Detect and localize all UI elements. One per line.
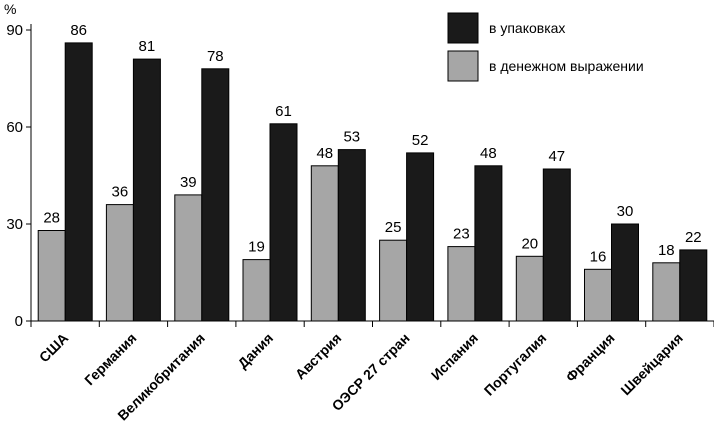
data-label: 19	[248, 239, 265, 256]
bar-packs	[132, 58, 161, 322]
bar-packs	[406, 152, 435, 322]
y-tick-label: 30	[6, 216, 23, 233]
bar-money	[515, 255, 544, 322]
legend-label: в денежном выражении	[489, 58, 644, 74]
data-label: 78	[207, 48, 224, 65]
data-label: 23	[453, 226, 470, 243]
bar-packs	[269, 123, 298, 322]
data-label: 36	[112, 184, 129, 201]
data-label: 53	[343, 129, 360, 146]
legend-label: в упаковках	[489, 20, 565, 36]
y-tick-label: 0	[15, 313, 23, 330]
bar-packs	[542, 168, 571, 322]
data-label: 22	[685, 229, 702, 246]
bar-money	[105, 204, 134, 322]
data-label: 39	[180, 174, 197, 191]
bar-money	[174, 194, 203, 322]
bar-money	[242, 259, 271, 322]
legend: в упаковках в денежном выражении	[447, 12, 644, 82]
bar-packs	[474, 165, 503, 322]
x-tick-label: Швейцария	[617, 330, 685, 398]
bar-money	[379, 239, 408, 322]
bar-packs	[64, 42, 93, 322]
data-label: 18	[658, 242, 675, 259]
bar-packs	[611, 223, 639, 322]
y-axis-unit-label: %	[4, 1, 16, 17]
bar-money	[447, 246, 476, 322]
data-label: 48	[480, 145, 497, 162]
bar-packs	[337, 149, 366, 322]
data-label: 86	[70, 22, 87, 39]
legend-swatch	[447, 50, 479, 82]
data-label: 81	[139, 38, 156, 55]
data-label: 61	[275, 103, 292, 120]
data-label: 30	[617, 203, 634, 220]
x-tick-label: Австрия	[292, 330, 345, 383]
y-tick-label: 60	[6, 119, 23, 136]
x-tick-label: Португалия	[481, 330, 550, 399]
x-tick-label: Германия	[81, 330, 139, 388]
legend-swatch	[447, 12, 479, 44]
data-label: 16	[590, 248, 607, 265]
bars-layer: 2886США3681Германия3978Великобритания196…	[36, 22, 708, 423]
x-tick-label: Франция	[562, 330, 617, 385]
x-tick-label: Испания	[428, 330, 481, 383]
bar-money	[310, 165, 339, 322]
bar-money	[37, 230, 66, 322]
x-tick-label: Дания	[234, 330, 276, 372]
data-label: 20	[521, 235, 538, 252]
bar-money	[652, 262, 681, 322]
y-tick-label: 90	[6, 22, 23, 39]
data-label: 25	[385, 219, 402, 236]
data-label: 52	[412, 132, 429, 149]
data-label: 28	[43, 210, 60, 227]
bar-money	[584, 268, 612, 322]
bar-packs	[679, 249, 708, 322]
axes-layer: 0 30 60 90	[6, 22, 714, 330]
x-tick-label: США	[36, 330, 72, 366]
bar-packs	[201, 68, 230, 322]
data-label: 48	[316, 145, 333, 162]
data-label: 47	[548, 148, 565, 165]
